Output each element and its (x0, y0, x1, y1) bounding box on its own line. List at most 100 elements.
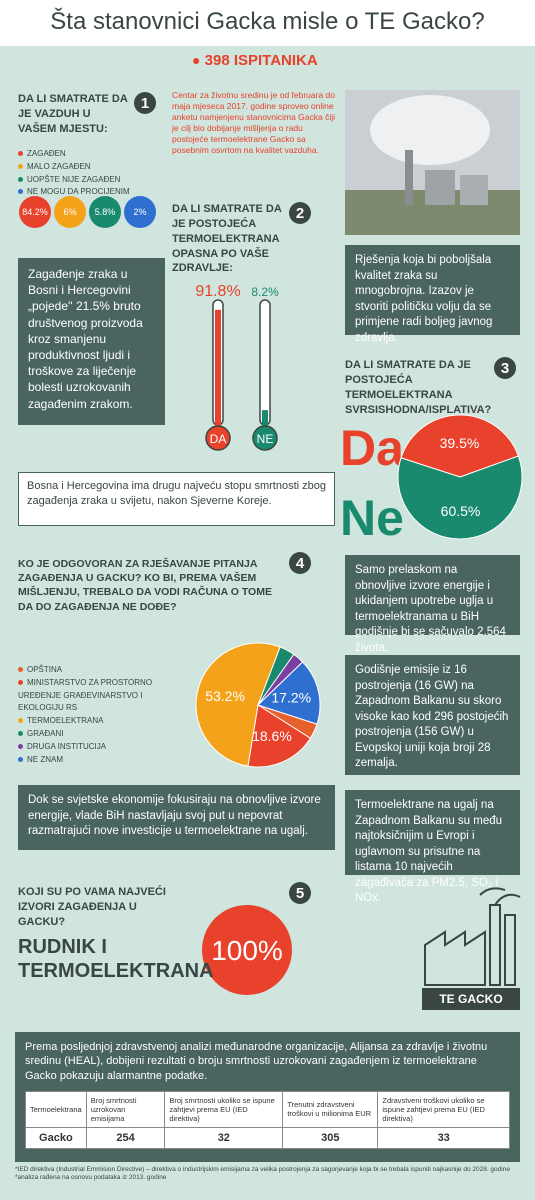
table-row: Gacko 254 32 305 33 (25, 1126, 510, 1149)
title: Šta stanovnici Gacka misle o TE Gacko? (50, 8, 485, 35)
table-header-row: Termoelektrana Broj smrtnosti uzrokovan e… (25, 1090, 510, 1128)
legend-label: MINISTARSTVO ZA PROSTORNO UREĐENJE GRAĐE… (18, 677, 153, 713)
legend-item: MALO ZAGAĐEN (18, 161, 168, 174)
legend-label: GRAĐANI (27, 728, 64, 738)
pie-slice (400, 414, 519, 478)
q5-question: KOJI SU PO VAMA NAJVEĆI IZVORI ZAGAĐENJA… (18, 886, 166, 928)
pie-big-label: Da (340, 420, 405, 476)
legend-label: ZAGAĐEN (27, 149, 66, 158)
pie-slice (247, 704, 312, 768)
pie-slice (257, 661, 321, 725)
fact-economies: Dok se svjetske ekonomije fokusiraju na … (18, 785, 335, 850)
fact-emissions: Godišnje emisije iz 16 postrojenja (16 G… (345, 655, 520, 775)
q4-question: KO JE ODGOVORAN ZA RJEŠAVANJE PITANJA ZA… (18, 558, 272, 613)
question-number: 1 (141, 95, 149, 112)
legend-item: GRAĐANI (18, 728, 158, 741)
answer-bubble (89, 196, 121, 228)
legend-item: NE ZNAM (18, 754, 158, 767)
legend-label: TERMOELEKTRANA (27, 716, 104, 726)
legend-item: DRUGA INSTITUCIJA (18, 741, 158, 754)
legend-item: MINISTARSTVO ZA PROSTORNO UREĐENJE GRAĐE… (18, 677, 158, 715)
legend-swatch (18, 679, 23, 685)
legend-swatch (18, 667, 23, 672)
thermo-bulb (252, 425, 278, 451)
footnotes: *IED direktiva (Industrial Emmision Dire… (15, 1166, 520, 1183)
table-cell: 32 (164, 1126, 284, 1149)
legend-item: OPŠTINA (18, 664, 158, 677)
fact-solutions: Rješenja koja bi poboljšala kvalitet zra… (345, 245, 520, 344)
answer-label: 84.2% (22, 207, 48, 217)
question-number: 4 (296, 555, 305, 572)
answer-bubble (19, 196, 51, 228)
thermo-label: DA (210, 432, 227, 446)
pie-big-label: Ne (340, 490, 404, 546)
answer-label: 2% (133, 207, 146, 217)
legend-item: TERMOELEKTRANA (18, 715, 158, 728)
legend-item: ZAGAĐEN (18, 148, 168, 161)
q3-question: DA LI SMATRATE DA JE POSTOJEĆA TERMOELEK… (345, 359, 492, 416)
legend-swatch (18, 756, 23, 762)
question-number: 5 (296, 885, 304, 902)
legend-label: NE MOGU DA PROCIJENIM (27, 187, 130, 197)
question-number-badge (289, 202, 311, 224)
q5-answer: RUDNIK I TERMOELEKTRANA (18, 936, 214, 982)
fact-mortality: Bosna i Hercegovina ima drugu najveću st… (18, 472, 335, 526)
question-number-badge (289, 882, 311, 904)
pie-slice (195, 642, 281, 767)
report-table: Termoelektrana Broj smrtnosti uzrokovan e… (25, 1090, 510, 1149)
answer-label: 5.8% (95, 207, 116, 217)
pie-slice (397, 455, 523, 540)
table-cell: 33 (377, 1126, 510, 1149)
plant-label-bg (422, 988, 520, 1010)
legend-swatch (18, 189, 23, 195)
thermo-tube (259, 299, 271, 426)
legend-swatch (18, 176, 23, 182)
table-header: Broj smrtnosti uzrokovan emisijama (85, 1090, 166, 1128)
photo (345, 90, 520, 235)
legend-item: UOPŠTE NIJE ZAGAĐEN (18, 174, 168, 187)
legend-swatch (18, 730, 23, 736)
legend-label: UOPŠTE NIJE ZAGAĐEN (27, 174, 121, 184)
q1-legend: ZAGAĐEN MALO ZAGAĐEN UOPŠTE NIJE ZAGAĐEN NE… (18, 148, 168, 199)
report: Prema posljednjoj zdravstvenoj analizi m… (15, 1032, 520, 1162)
pie-label: 18.6% (252, 728, 292, 744)
answer-label: 6% (63, 207, 76, 217)
legend-swatch (18, 151, 23, 156)
table-cell: Gacko (25, 1126, 87, 1149)
fact-gdp: Zagađenje zraka u Bosni i Hercegovini „p… (18, 258, 165, 425)
plant-icon (424, 887, 521, 986)
respondents: ● 398 ISPITANIKA (192, 52, 318, 69)
table-cell: 254 (85, 1126, 166, 1149)
table-header: Termoelektrana (25, 1090, 87, 1128)
table-header: Zdravstveni troškovi ukoliko se ispune z… (377, 1090, 510, 1128)
legend-label: DRUGA INSTITUCIJA (27, 741, 107, 751)
pie-label: 60.5% (441, 503, 481, 519)
question-number-badge (134, 92, 156, 114)
answer-bubble (124, 196, 156, 228)
pie-label: 39.5% (440, 435, 480, 451)
legend-label: MALO ZAGAĐEN (27, 161, 91, 171)
thermo-value: 91.8% (195, 283, 240, 300)
question-number: 3 (501, 360, 509, 377)
thermo-label: NE (257, 432, 274, 446)
legend-swatch (18, 163, 23, 169)
question-number-badge (494, 357, 516, 379)
thermo-fill (262, 410, 268, 426)
pie-label: 53.2% (205, 688, 245, 704)
legend-label: OPŠTINA (27, 665, 63, 674)
intro: Centar za životnu sredinu je od februara… (172, 90, 336, 156)
thermo-bulb (205, 425, 231, 451)
footnote: *IED direktiva (Industrial Emmision Dire… (15, 1166, 510, 1173)
legend-swatch (18, 743, 23, 749)
legend-label: NE ZNAM (27, 754, 63, 764)
title-bar (0, 0, 535, 46)
table-header: Broj smrtnosti ukoliko se ispune zahtjev… (164, 1090, 284, 1128)
report-intro: Prema posljednjoj zdravstvenoj analizi m… (25, 1041, 488, 1082)
table-header: Trenutni zdravstveni troškovi u milionim… (282, 1090, 379, 1128)
footnote: *analiza rađena na osnovu podataka iz 20… (15, 1174, 167, 1182)
thermo-value: 8.2% (251, 285, 279, 299)
plant-label: TE GACKO (439, 992, 502, 1006)
thermo-fill (215, 309, 221, 426)
